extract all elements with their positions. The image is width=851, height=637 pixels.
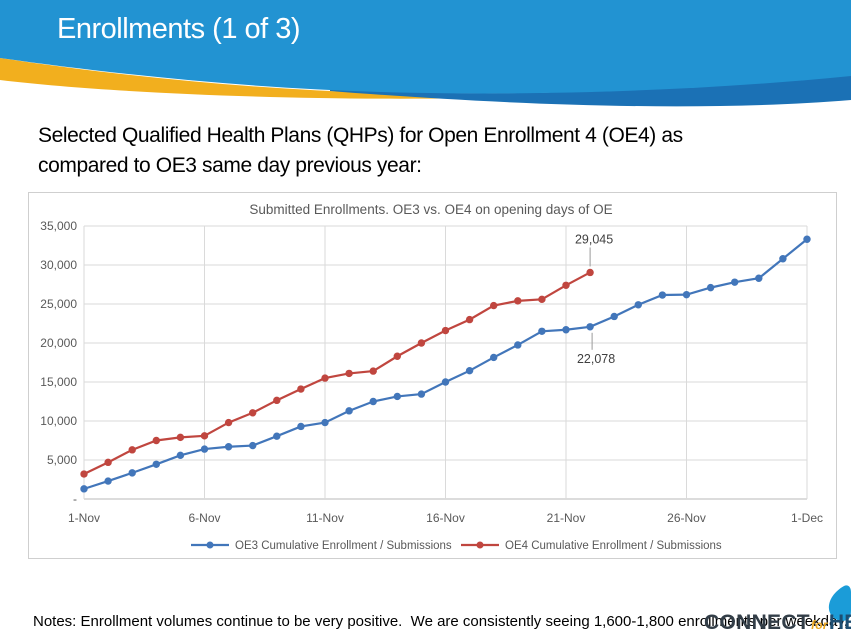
oe3-data-point [345,407,353,415]
enrollment-chart: Submitted Enrollments. OE3 vs. OE4 on op… [28,192,837,559]
oe3-data-point [658,291,667,299]
oe3-data-point [321,418,329,427]
y-tick-label: 15,000 [40,375,77,389]
oe3-data-point [731,278,739,286]
oe3-data-point [514,341,522,349]
oe3-data-point [176,451,185,460]
logo-drop-icon [828,585,851,621]
oe4-data-point [441,326,450,335]
yellow-swoosh-shape [0,58,558,99]
notes: Notes: Enrollment volumes continue to be… [33,568,848,637]
oe3-data-point [417,390,426,398]
oe4-data-point [417,339,426,347]
connect-for-health-logo: CONNECTforHEALTH [704,611,851,635]
oe3-data-point [538,327,546,335]
legend-marker-dot [206,541,214,549]
x-tick-label: 1-Nov [68,511,100,525]
notes-line-1: Notes: Enrollment volumes continue to be… [33,613,848,630]
dark-blue-swoosh-shape [330,70,851,107]
legend-item-label: OE4 Cumulative Enrollment / Submissions [505,540,722,552]
x-tick-label: 11-Nov [306,511,344,525]
oe4-data-point [465,315,474,324]
oe3-data-point [297,422,305,431]
y-tick-label: - [73,492,77,506]
oe4-line [83,271,591,476]
chart-svg: Submitted Enrollments. OE3 vs. OE4 on op… [40,202,823,552]
logo-health-text: HEALTH [828,611,851,634]
chart-title: Submitted Enrollments. OE3 vs. OE4 on op… [249,202,612,217]
banner-blue-shape [0,0,851,94]
oe3-data-point [441,378,450,386]
oe4-data-point [152,436,160,445]
oe4-data-point [393,352,401,360]
x-tick-label: 26-Nov [667,511,706,525]
oe3-data-point [706,283,715,292]
oe3-data-point [490,353,498,362]
oe3-data-point [682,290,691,299]
oe3-data-point [273,432,281,440]
oe3-data-point [465,366,474,375]
oe3-data-point [249,441,257,450]
subtitle-line-2: compared to OE3 same day previous year: [38,154,422,177]
x-tick-label: 16-Nov [426,511,465,525]
oe4-data-point [176,433,185,442]
oe3-data-point [200,445,209,453]
oe4-data-point [128,446,136,454]
oe4-data-point [273,396,281,405]
x-tick-label: 6-Nov [188,511,220,525]
header-banner [0,0,851,107]
oe3-data-point [610,312,618,321]
oe3-data-point [586,323,594,331]
legend-item-label: OE3 Cumulative Enrollment / Submissions [235,540,452,552]
subtitle: Selected Qualified Health Plans (QHPs) f… [38,121,818,181]
oe4-data-point [297,385,305,393]
y-tick-label: 35,000 [40,219,77,233]
y-tick-label: 30,000 [40,258,77,272]
oe4-data-point [224,418,233,427]
annotation-label: 22,078 [577,352,615,366]
logo-for-text: for [810,618,828,632]
oe4-data-point [104,458,112,467]
oe3-data-point [152,460,160,468]
oe4-data-point [586,268,594,277]
oe3-data-point [128,469,136,477]
oe3-data-point [104,477,112,485]
oe4-data-point [562,281,570,289]
oe3-data-point [369,397,377,406]
oe4-data-point [80,470,88,478]
oe3-data-point [224,443,233,451]
logo-drop-shape [828,585,851,621]
oe4-data-point [345,369,353,378]
oe4-data-point [200,432,209,440]
page-title: Enrollments (1 of 3) [57,13,301,45]
oe3-data-point [803,235,811,243]
y-tick-label: 10,000 [40,414,77,428]
oe3-data-point [755,274,763,282]
x-tick-label: 21-Nov [547,511,586,525]
oe4-data-point [249,409,257,417]
y-tick-label: 20,000 [40,336,77,350]
legend-marker-dot [476,541,484,549]
annotation-label: 29,045 [575,232,613,246]
oe4-data-point [490,301,498,310]
oe3-data-point [779,255,787,263]
oe4-data-point [514,297,522,305]
oe3-data-point [393,392,401,401]
y-tick-label: 25,000 [40,297,77,311]
x-tick-label: 1-Dec [791,511,823,525]
logo-connect-text: CONNECT [704,611,810,634]
oe4-data-point [321,374,329,382]
subtitle-line-1: Selected Qualified Health Plans (QHPs) f… [38,124,683,147]
oe4-data-point [538,295,546,304]
oe3-data-point [634,301,642,309]
oe3-data-point [80,485,88,493]
oe4-data-point [369,367,377,375]
y-tick-label: 5,000 [47,453,77,467]
oe3-data-point [562,326,570,334]
